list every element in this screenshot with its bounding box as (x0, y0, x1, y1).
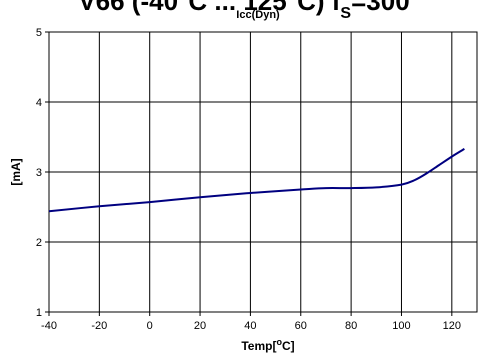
x-tick-label: 60 (295, 320, 307, 332)
grid-lines (49, 32, 477, 312)
y-tick-label: 5 (36, 27, 42, 39)
y-tick-label: 4 (36, 97, 42, 109)
y-tick-label: 2 (36, 237, 42, 249)
x-tick-label: -40 (41, 320, 57, 332)
x-axis-label-superscript: o (276, 337, 282, 347)
x-axis-label-prefix: Temp[ (241, 339, 276, 353)
chart-title: Icc(Dyn) (236, 9, 280, 21)
x-axis-label-suffix: C] (282, 339, 295, 353)
x-tick-label: 20 (194, 320, 206, 332)
y-tick-label: 1 (36, 307, 42, 319)
x-tick-label: -20 (91, 320, 107, 332)
series-line-icc-dyn (48, 148, 465, 213)
x-tick-label: 100 (392, 320, 410, 332)
header-title-main: V66 (-40°C ... 125°C) f (78, 0, 340, 16)
x-tick-label: 0 (147, 320, 153, 332)
x-tick-label: 40 (244, 320, 256, 332)
header-title-tail: =300 (351, 0, 410, 16)
header-title-fragment: V66 (-40°C ... 125°C) fS=300 (78, 0, 409, 22)
y-axis-label: [mA] (9, 158, 23, 185)
x-tick-label: 80 (345, 320, 357, 332)
x-axis-ticks: -40 -20 0 20 40 60 80 100 120 (41, 312, 461, 332)
y-tick-label: 3 (36, 167, 42, 179)
y-axis-ticks: 1 2 3 4 5 (36, 27, 49, 319)
x-tick-label: 120 (443, 320, 461, 332)
header-title-subscript: S (340, 5, 351, 22)
x-axis-label: Temp[oC] (241, 337, 294, 353)
